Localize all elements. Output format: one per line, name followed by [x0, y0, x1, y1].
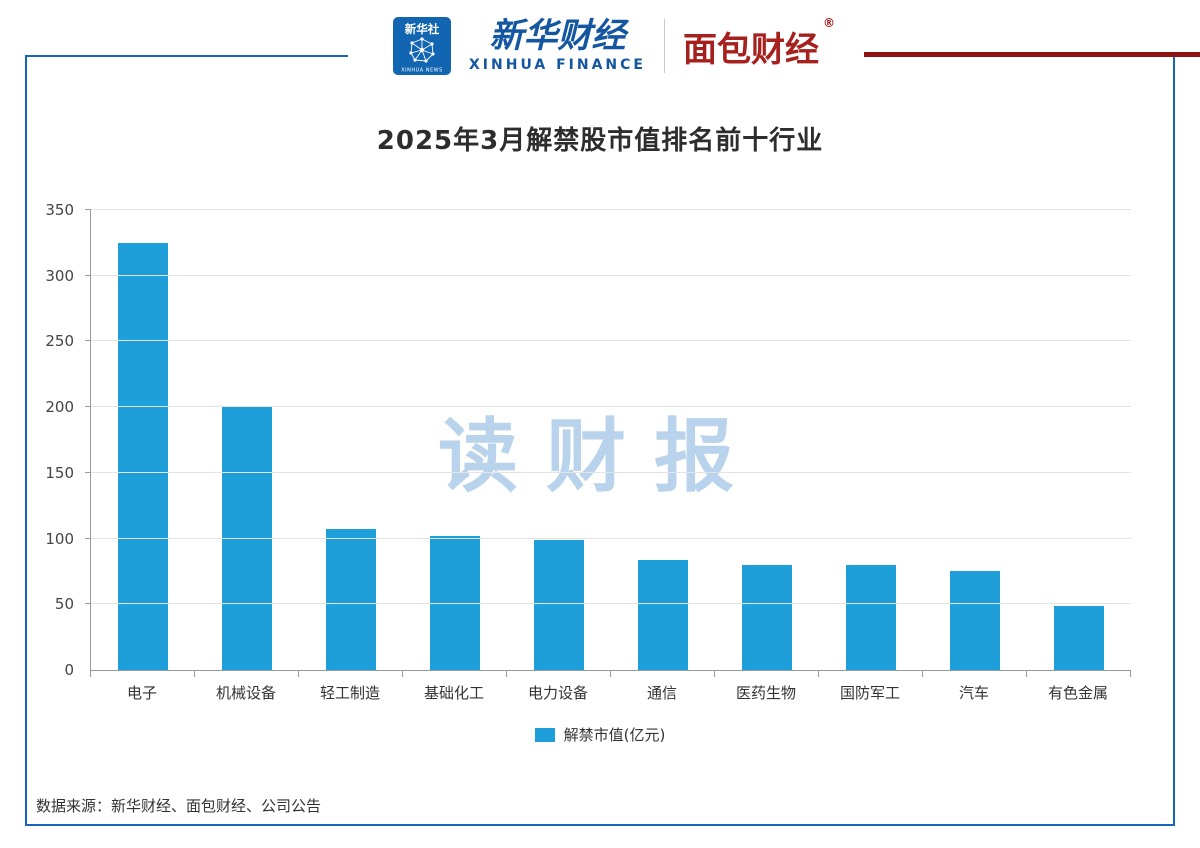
y-axis-label: 50 — [54, 595, 74, 614]
agency-name-text: 新华社 — [405, 22, 440, 36]
y-axis-label: 0 — [64, 661, 74, 679]
category-label: 有色金属 — [1047, 684, 1108, 702]
y-axis-label: 150 — [45, 463, 74, 482]
registered-trademark-mark: ® — [822, 15, 835, 30]
y-axis-label: 350 — [45, 201, 74, 219]
gridline — [91, 340, 1131, 342]
x-axis-tick — [818, 671, 819, 677]
gridline — [91, 471, 1131, 473]
mianbao-finance-logo: 面包财经 ® — [682, 16, 835, 71]
chart-title: 2025年3月解禁股市值排名前十行业 — [376, 126, 824, 156]
bar-column — [507, 210, 611, 670]
bar — [638, 559, 688, 670]
x-axis-tick — [90, 671, 91, 677]
category-label: 轻工制造 — [319, 684, 380, 702]
header-divider — [663, 19, 665, 73]
bar — [222, 407, 272, 670]
agency-sub-text: XINHUA NEWS — [401, 68, 443, 74]
chart-legend: 解禁市值(亿元) — [0, 724, 1200, 745]
y-axis-tick — [85, 406, 91, 408]
x-axis-tick — [194, 671, 195, 677]
x-axis-tick — [402, 671, 403, 677]
y-axis-tick — [85, 209, 91, 210]
x-axis-tick — [1130, 671, 1131, 677]
y-axis-tick — [85, 603, 91, 605]
category-label: 国防军工 — [839, 684, 900, 702]
xinhua-finance-name: 新华财经 — [489, 16, 626, 57]
xinhua-news-agency-logo: 新华社 — [393, 17, 452, 75]
legend-label: 解禁市值(亿元) — [563, 726, 666, 744]
bar — [846, 564, 896, 670]
gridline — [91, 209, 1131, 210]
category-label: 电子 — [126, 684, 157, 702]
x-axis-labels: 电子 机械设备 轻工制造 基础化工 电力设备 通信 医药生物 国防军工 汽车 有色金属 — [90, 678, 1130, 703]
gridline — [91, 603, 1131, 605]
bars — [91, 210, 1131, 670]
header: 新华社 — [348, 0, 864, 92]
bar-column — [715, 210, 819, 670]
bar — [118, 242, 168, 670]
y-axis-label: 100 — [45, 529, 74, 548]
bar — [430, 535, 480, 670]
x-axis-tick — [714, 671, 715, 677]
category-label: 基础化工 — [423, 684, 484, 702]
gridline — [91, 406, 1131, 408]
category-label: 医药生物 — [735, 684, 796, 702]
y-axis-tick — [85, 274, 91, 276]
mianbao-finance-name: 面包财经 — [682, 29, 819, 70]
bar-column — [91, 210, 195, 670]
gridline — [91, 537, 1131, 539]
category-label: 机械设备 — [215, 684, 276, 702]
bar-column — [403, 210, 507, 670]
x-axis-ticks — [90, 671, 1131, 677]
bar — [326, 529, 376, 670]
top-right-accent-line — [862, 52, 1200, 57]
category-label: 电力设备 — [527, 684, 588, 702]
bar — [1054, 605, 1104, 670]
x-axis-tick — [298, 671, 299, 677]
y-axis-label: 300 — [45, 266, 74, 285]
y-axis-tick — [85, 537, 91, 539]
y-axis-labels: 0 50 100 150 200 250 300 350 — [20, 201, 82, 679]
y-axis-tick — [85, 340, 91, 342]
bar-column — [195, 210, 299, 670]
bar-column — [819, 210, 923, 670]
x-axis-tick — [922, 671, 923, 677]
bar — [742, 564, 792, 670]
bar-column — [299, 210, 403, 670]
y-axis-tick — [85, 471, 91, 473]
legend-swatch — [534, 727, 555, 742]
watermark: 读财报 — [438, 410, 762, 503]
bar — [950, 571, 1000, 670]
bar-column — [611, 210, 715, 670]
category-label: 汽车 — [958, 684, 989, 702]
plot-area — [85, 209, 1131, 671]
category-label: 通信 — [646, 684, 677, 702]
xinhua-finance-logo: 新华财经 XINHUA FINANCE — [469, 16, 646, 73]
bar-column — [1027, 210, 1131, 670]
x-axis-tick — [610, 671, 611, 677]
y-axis-label: 200 — [45, 398, 74, 417]
x-axis-tick — [506, 671, 507, 677]
y-axis-label: 250 — [45, 332, 74, 351]
gridline — [91, 274, 1131, 276]
xinhua-finance-sub: XINHUA FINANCE — [469, 57, 646, 73]
data-source-note: 数据来源：新华财经、面包财经、公司公告 — [36, 797, 322, 815]
bar-column — [923, 210, 1027, 670]
x-axis-tick — [1026, 671, 1027, 677]
bar — [534, 539, 584, 670]
network-globe-nodes — [409, 37, 435, 63]
